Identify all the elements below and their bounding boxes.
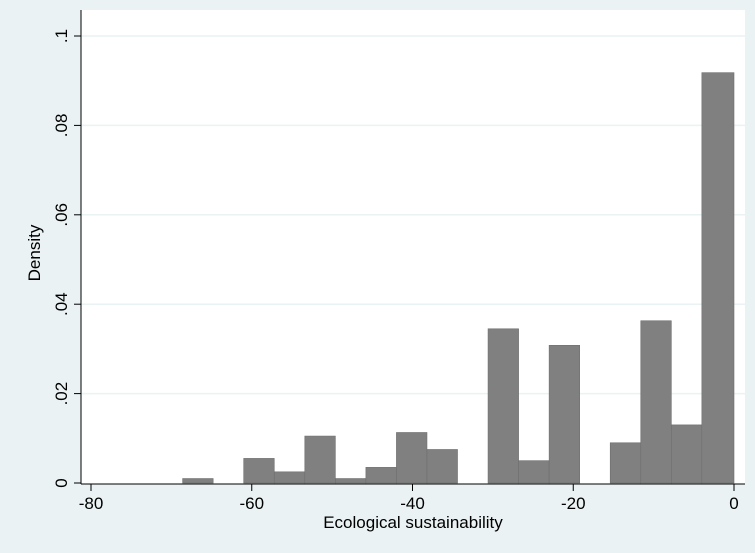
x-axis-label: Ecological sustainability <box>323 513 503 532</box>
histogram-bar <box>640 320 672 484</box>
y-tick-label: .08 <box>52 114 71 138</box>
histogram-bar <box>487 328 519 484</box>
y-tick-label: 0 <box>52 478 71 487</box>
y-tick-label: .1 <box>52 29 71 43</box>
histogram-bar <box>335 478 367 484</box>
x-tick-label: -80 <box>79 494 104 513</box>
x-tick-label: 0 <box>729 494 738 513</box>
histogram-bar <box>365 467 397 484</box>
histogram-bar <box>273 471 306 484</box>
gridlines <box>81 35 745 395</box>
histogram-bar <box>701 72 735 484</box>
y-axis-ticks: 0 .02 .04 .06 .08 .1 <box>52 29 81 488</box>
y-tick-label: .02 <box>52 382 71 406</box>
histogram-bar <box>548 345 580 484</box>
histogram-bars <box>182 72 735 484</box>
histogram-bar <box>243 458 275 484</box>
histogram-bar <box>671 424 703 484</box>
x-tick-label: -20 <box>561 494 586 513</box>
histogram-bar <box>182 478 214 484</box>
plot-area <box>81 10 745 484</box>
y-tick-label: .06 <box>52 203 71 227</box>
x-tick-label: -60 <box>239 494 264 513</box>
histogram-bar <box>426 449 458 484</box>
histogram-bar <box>609 442 642 484</box>
x-axis-ticks: -80 -60 -40 -20 0 <box>79 484 739 513</box>
y-tick-label: .04 <box>52 292 71 316</box>
y-axis-label: Density <box>25 224 44 281</box>
histogram-bar <box>304 435 336 484</box>
histogram-bar <box>518 460 550 484</box>
histogram-bar <box>396 432 428 484</box>
x-tick-label: -40 <box>400 494 425 513</box>
